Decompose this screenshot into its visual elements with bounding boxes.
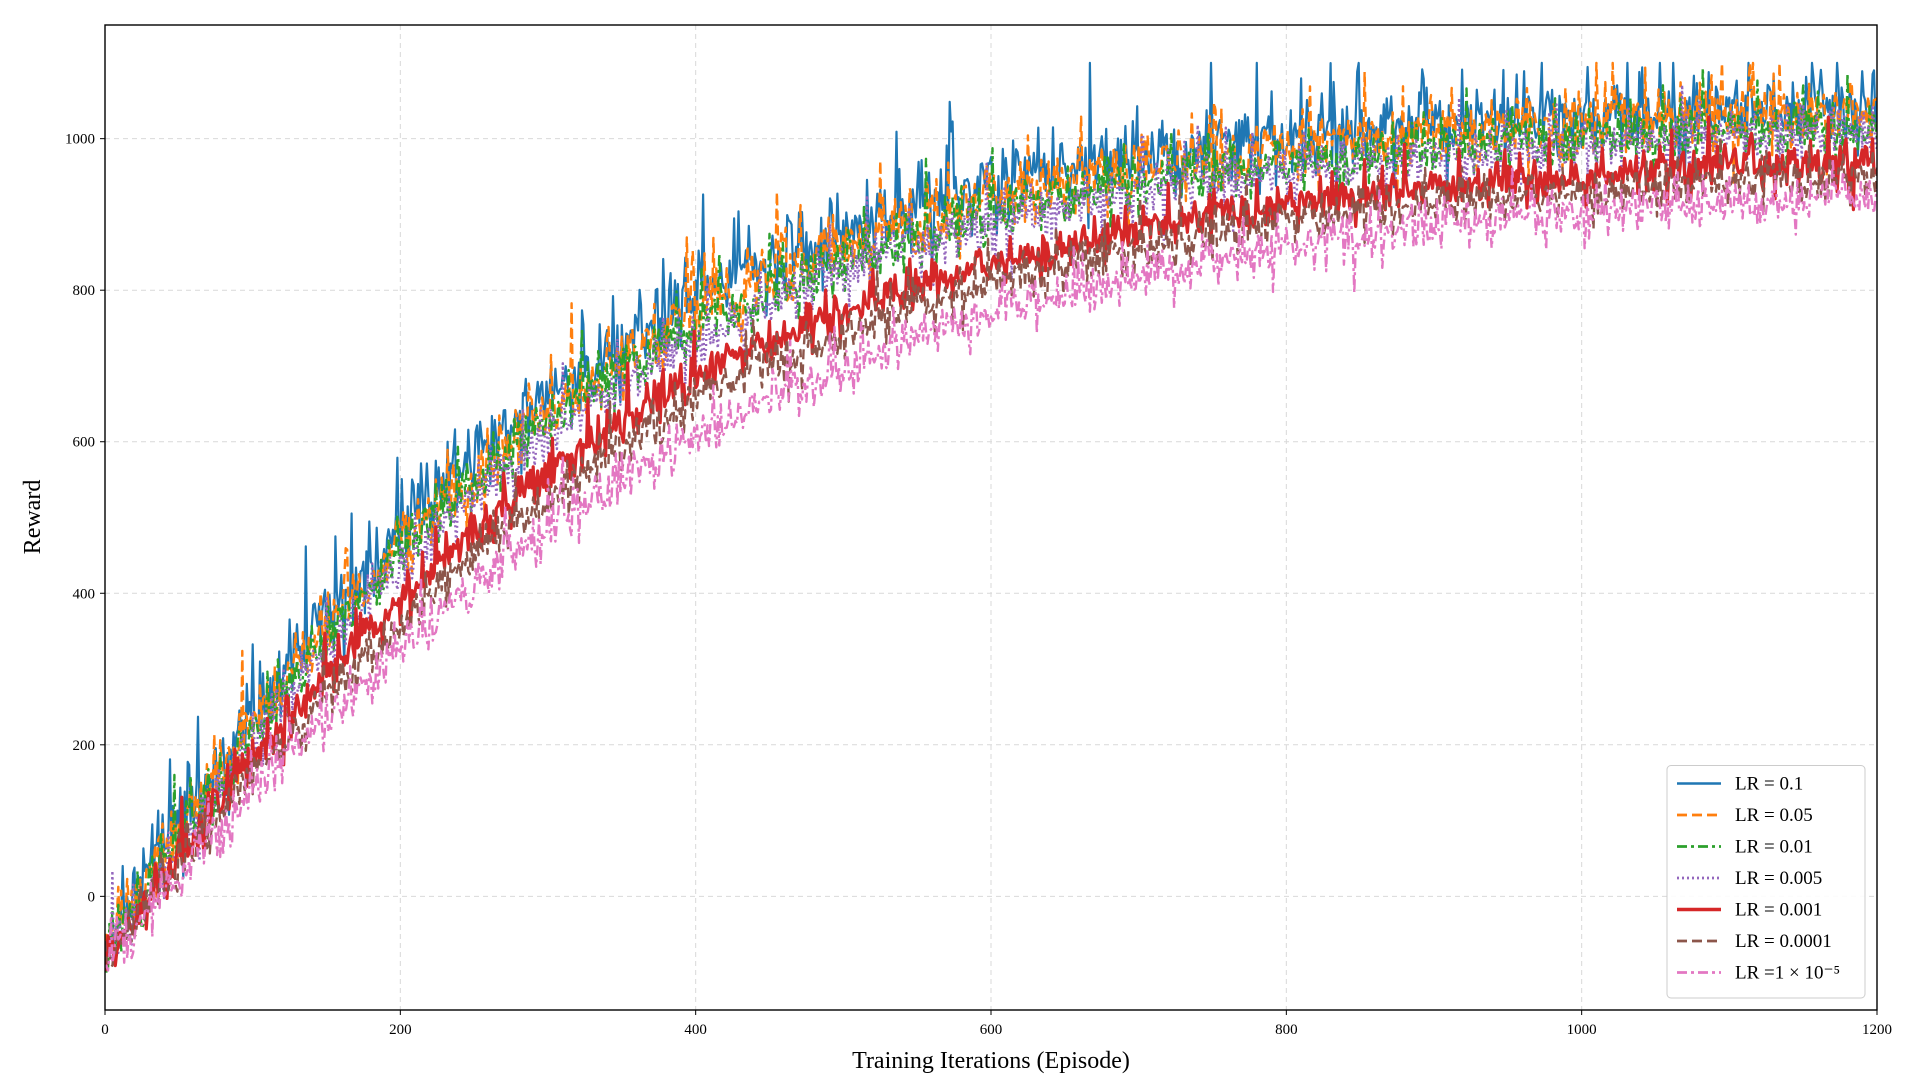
y-tick-label: 0	[88, 889, 96, 905]
y-tick-label: 1000	[65, 132, 95, 148]
legend-label: LR = 0.01	[1735, 837, 1813, 858]
x-tick-label: 800	[1275, 1022, 1298, 1038]
x-tick-label: 600	[980, 1022, 1003, 1038]
legend-label: LR = 0.0001	[1735, 931, 1832, 952]
y-tick-label: 200	[73, 738, 96, 754]
series-line	[105, 83, 1877, 965]
y-axis-label: Reward	[20, 480, 46, 555]
series-line	[105, 157, 1877, 972]
legend-label: LR = 0.05	[1735, 805, 1813, 826]
series-layer	[105, 61, 1877, 973]
x-tick-label: 0	[101, 1022, 109, 1038]
series-line	[105, 66, 1877, 973]
y-tick-label: 800	[73, 283, 96, 299]
y-tick-label: 600	[73, 435, 96, 451]
legend-label: LR = 0.001	[1735, 900, 1822, 921]
y-tick-label: 400	[73, 586, 96, 602]
x-tick-label: 1200	[1862, 1022, 1892, 1038]
legend: LR = 0.1 LR = 0.05 LR = 0.01 LR = 0.005 LR =…	[1666, 765, 1866, 999]
legend-label: LR =1 × 10⁻⁵	[1735, 963, 1840, 984]
legend-label: LR = 0.1	[1735, 774, 1803, 795]
x-tick-label: 400	[684, 1022, 707, 1038]
y-axis-ticks: 0 200 400 600 800 1000	[65, 132, 105, 905]
x-tick-label: 200	[389, 1022, 412, 1038]
x-tick-label: 1000	[1567, 1022, 1597, 1038]
x-axis-label: Training Iterations (Episode)	[852, 1048, 1130, 1074]
legend-label: LR = 0.005	[1735, 868, 1822, 889]
x-axis-ticks: 0 200 400 600 800 1000 1200	[101, 1010, 1892, 1038]
